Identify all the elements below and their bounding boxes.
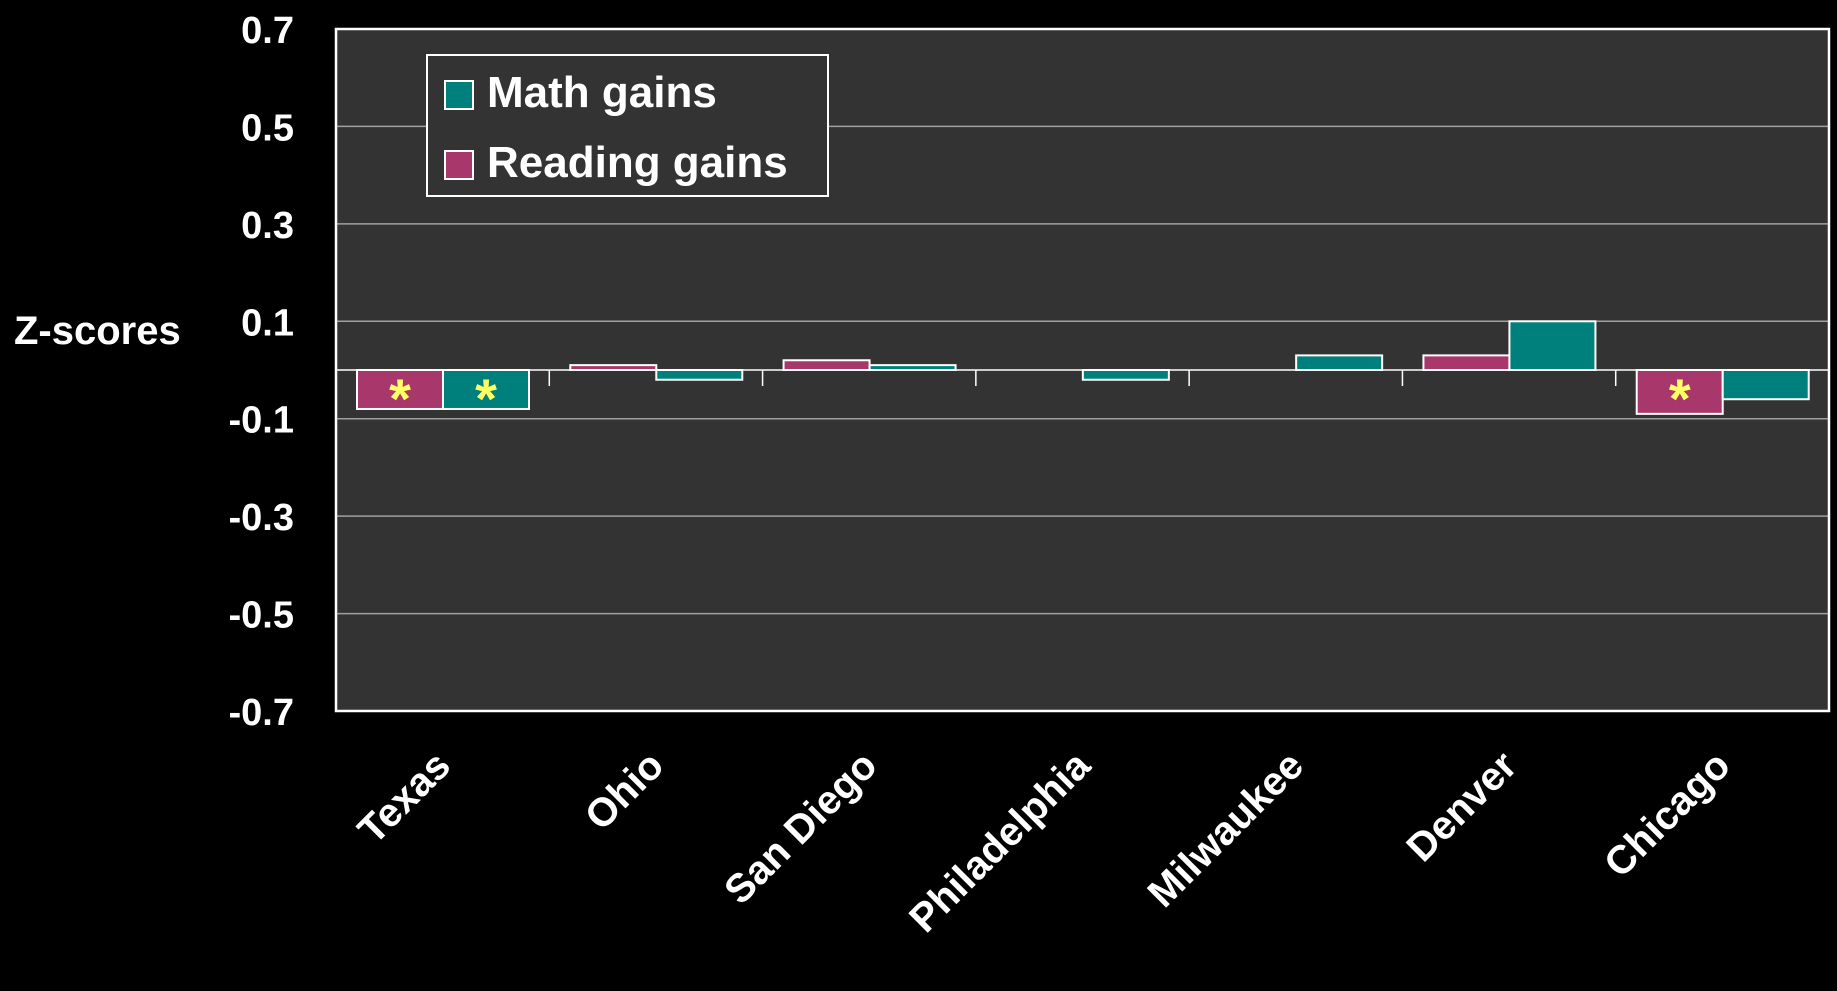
significance-marker: *	[389, 367, 411, 430]
legend-box	[426, 54, 829, 197]
legend-label: Math gains	[487, 68, 717, 117]
y-tick-label: 0.7	[241, 10, 294, 52]
x-tick-label: Ohio	[577, 743, 673, 839]
bar-reading-gains	[1422, 354, 1511, 371]
y-tick-label: -0.7	[229, 692, 294, 734]
significance-marker: *	[1669, 367, 1691, 430]
y-tick-label: -0.3	[229, 497, 294, 539]
x-tick-label: San Diego	[716, 743, 885, 912]
legend-swatch	[444, 80, 474, 110]
plot-border	[334, 27, 1831, 713]
x-tick-label: Philadelphia	[901, 743, 1099, 941]
y-axis-label: Z-scores	[14, 309, 181, 353]
bar-math-gains	[1508, 320, 1597, 371]
bar-math-gains	[1721, 369, 1810, 401]
bar-math-gains	[655, 369, 744, 381]
y-tick-label: -0.1	[229, 400, 294, 442]
x-tick-label: Texas	[350, 743, 459, 852]
significance-marker: *	[475, 367, 497, 430]
y-tick-label: 0.5	[241, 107, 294, 149]
x-tick-label: Milwaukee	[1140, 743, 1313, 916]
y-tick-label: -0.5	[229, 595, 294, 637]
legend-label: Reading gains	[487, 138, 788, 187]
bar-reading-gains	[782, 359, 871, 371]
x-tick-label: Chicago	[1596, 743, 1739, 886]
bar-reading-gains	[1635, 369, 1724, 415]
bar-math-gains	[1295, 354, 1384, 371]
x-tick-label: Denver	[1398, 743, 1525, 870]
legend-swatch	[444, 150, 474, 180]
bar-math-gains	[1081, 369, 1170, 381]
y-tick-label: 0.3	[241, 205, 294, 247]
y-tick-label: 0.1	[241, 302, 294, 344]
